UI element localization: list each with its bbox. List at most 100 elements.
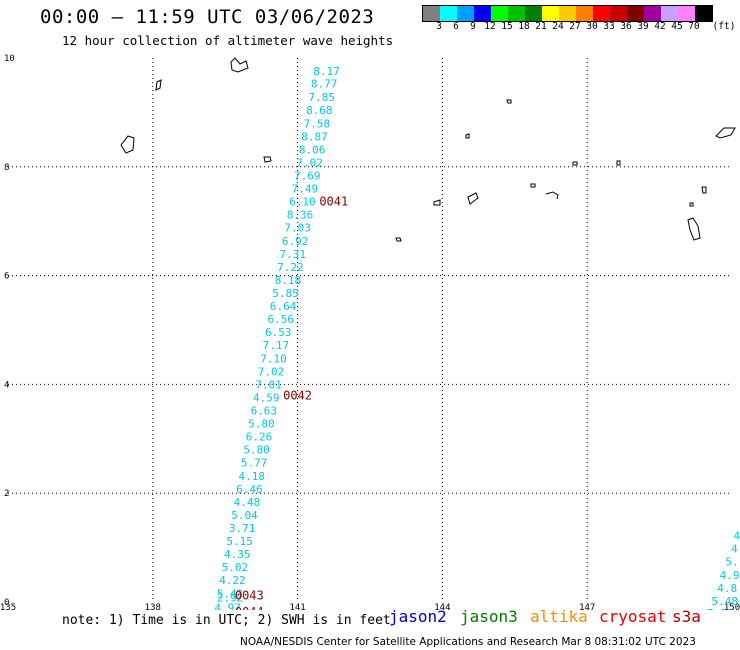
island-outline [155, 79, 162, 91]
island-outline [506, 99, 512, 104]
island-outline [263, 156, 272, 163]
mission-s3a: s3a [672, 607, 701, 626]
colorbar-label: 39 [637, 21, 649, 32]
latitude-tick-label: 6 [4, 272, 9, 282]
wave-height-value: 6.26 [246, 431, 273, 444]
altimeter-track-values: 8.178.777.858.687.588.878.067.027.697.49… [214, 65, 740, 610]
latitude-tick-label: 8 [4, 163, 9, 173]
wave-height-value: 7.69 [294, 170, 321, 183]
wave-height-value: 4 [731, 543, 738, 556]
colorbar-label: 15 [501, 21, 513, 32]
latitude-tick-label: 10 [4, 54, 15, 64]
wave-height-value: 7.17 [263, 339, 290, 352]
colorbar-swatch [542, 6, 559, 21]
colorbar-swatch [576, 6, 593, 21]
colorbar-label: 9 [470, 21, 476, 32]
wave-height-value: 5.04 [231, 509, 258, 522]
mission-cryosat: cryosat [599, 607, 667, 626]
island-outline [530, 183, 536, 188]
latitude-tick-label: 4 [4, 380, 9, 390]
units-note: note: 1) Time is in UTC; 2) SWH is in fe… [62, 613, 391, 628]
longitude-tick-label: 150 [724, 603, 740, 610]
island-outline [689, 202, 694, 207]
colorbar-swatch [593, 6, 610, 21]
wave-height-value: 5. [725, 556, 738, 569]
colorbar-label: 27 [569, 21, 581, 32]
wave-height-value: 6.64 [270, 300, 297, 313]
island-outline [545, 191, 559, 200]
colorbar-label: 45 [671, 21, 683, 32]
wave-height-value: 5.02 [222, 561, 249, 574]
map-gridlines [8, 58, 732, 602]
colorbar-label: 42 [654, 21, 666, 32]
wave-height-value: 4.48 [234, 496, 261, 509]
longitude-tick-label: 138 [145, 603, 161, 610]
colorbar-swatch [661, 6, 678, 21]
pass-label: 0041 [319, 195, 348, 209]
coastlines [120, 57, 736, 242]
pass-label: 0044 [235, 605, 264, 610]
wave-height-value: 7.03 [284, 222, 311, 235]
wave-height-value: 4.9 [720, 569, 740, 582]
wave-height-value: 7.02 [296, 156, 323, 169]
wave-height-value: 7.01 [255, 378, 282, 391]
wave-height-value: 8.17 [313, 65, 340, 78]
island-outline [715, 127, 736, 139]
island-outline [465, 133, 470, 139]
island-outline [701, 186, 707, 194]
colorbar-label: 3 [436, 21, 442, 32]
wave-height-value: 8.87 [301, 130, 328, 143]
longitude-tick-label: 147 [579, 603, 595, 610]
wave-height-value: 5.43 [217, 587, 244, 600]
colorbar-swatch [525, 6, 542, 21]
island-outline [467, 192, 479, 205]
wave-height-value: 8.36 [287, 209, 314, 222]
colorbar-swatch [457, 6, 474, 21]
colorbar-label: 24 [552, 21, 564, 32]
wave-height-value: 3.71 [229, 522, 256, 535]
wave-height-value: 6.10 [289, 196, 316, 209]
island-outline [616, 160, 621, 166]
colorbar-label: 70 [688, 21, 700, 32]
wave-height-value: 4.59 [253, 391, 280, 404]
colorbar-swatch [440, 6, 457, 21]
colorbar-swatch [559, 6, 576, 21]
longitude-tick-label: 135 [0, 603, 16, 610]
wave-height-value: 5.15 [226, 535, 253, 548]
mission-jason3: jason3 [460, 607, 518, 626]
colorbar-swatch [491, 6, 508, 21]
wave-height-value: 7.31 [280, 248, 307, 261]
wave-height-value: 4.18 [238, 470, 265, 483]
mission-jason2: jason2 [389, 607, 447, 626]
wave-height-value: 8.68 [306, 104, 333, 117]
wave-height-value: 5.85 [272, 287, 299, 300]
longitude-tick-label: 144 [434, 603, 450, 610]
island-outline [433, 199, 441, 206]
island-outline [687, 217, 701, 241]
wave-height-value: 5.80 [243, 444, 270, 457]
wave-height-value: 4 [734, 530, 740, 543]
wave-height-value: 5.48 [712, 595, 739, 608]
wave-height-value: 7.85 [308, 91, 335, 104]
island-outline [572, 161, 578, 166]
colorbar-swatch [610, 6, 627, 21]
wave-height-value: 7.58 [304, 117, 331, 130]
wave-height-value: 6.46 [236, 483, 263, 496]
wave-height-value: 4.97 [214, 601, 241, 610]
wave-height-value: 8.06 [299, 143, 326, 156]
colorbar-swatch [678, 6, 695, 21]
wave-height-value: 5.80 [248, 418, 275, 431]
credit-line: NOAA/NESDIS Center for Satellite Applica… [240, 636, 696, 648]
wave-height-value: 4.22 [219, 574, 246, 587]
colorbar-labels: 3 6 9 12 15 18 21 24 27 30 33 36 39 42 45 70 (ft) [422, 21, 740, 33]
wave-height-value: 2.92 [217, 592, 244, 605]
wave-height-value: 7.10 [260, 352, 287, 365]
wave-height-value: 8.77 [311, 78, 338, 91]
wave-height-value: 4.35 [224, 548, 251, 561]
wave-height-value: 7.03 [707, 607, 734, 610]
longitude-tick-label: 141 [289, 603, 305, 610]
colorbar-swatch [695, 6, 712, 21]
wave-height-value: 6.63 [251, 405, 278, 418]
mission-altika: altika [530, 607, 588, 626]
colorbar-label: 33 [603, 21, 615, 32]
